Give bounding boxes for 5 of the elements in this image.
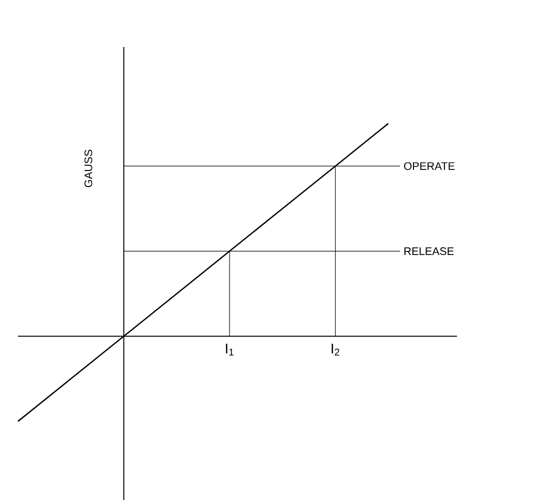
- ref-line-label: RELEASE: [404, 247, 454, 256]
- y-axis-title: GAUSS: [84, 150, 92, 188]
- ref-line-label: OPERATE: [404, 162, 455, 170]
- x-tick-label: I$_{1}$: [226, 344, 234, 356]
- x-tick-label: I$_{2}$: [332, 344, 340, 356]
